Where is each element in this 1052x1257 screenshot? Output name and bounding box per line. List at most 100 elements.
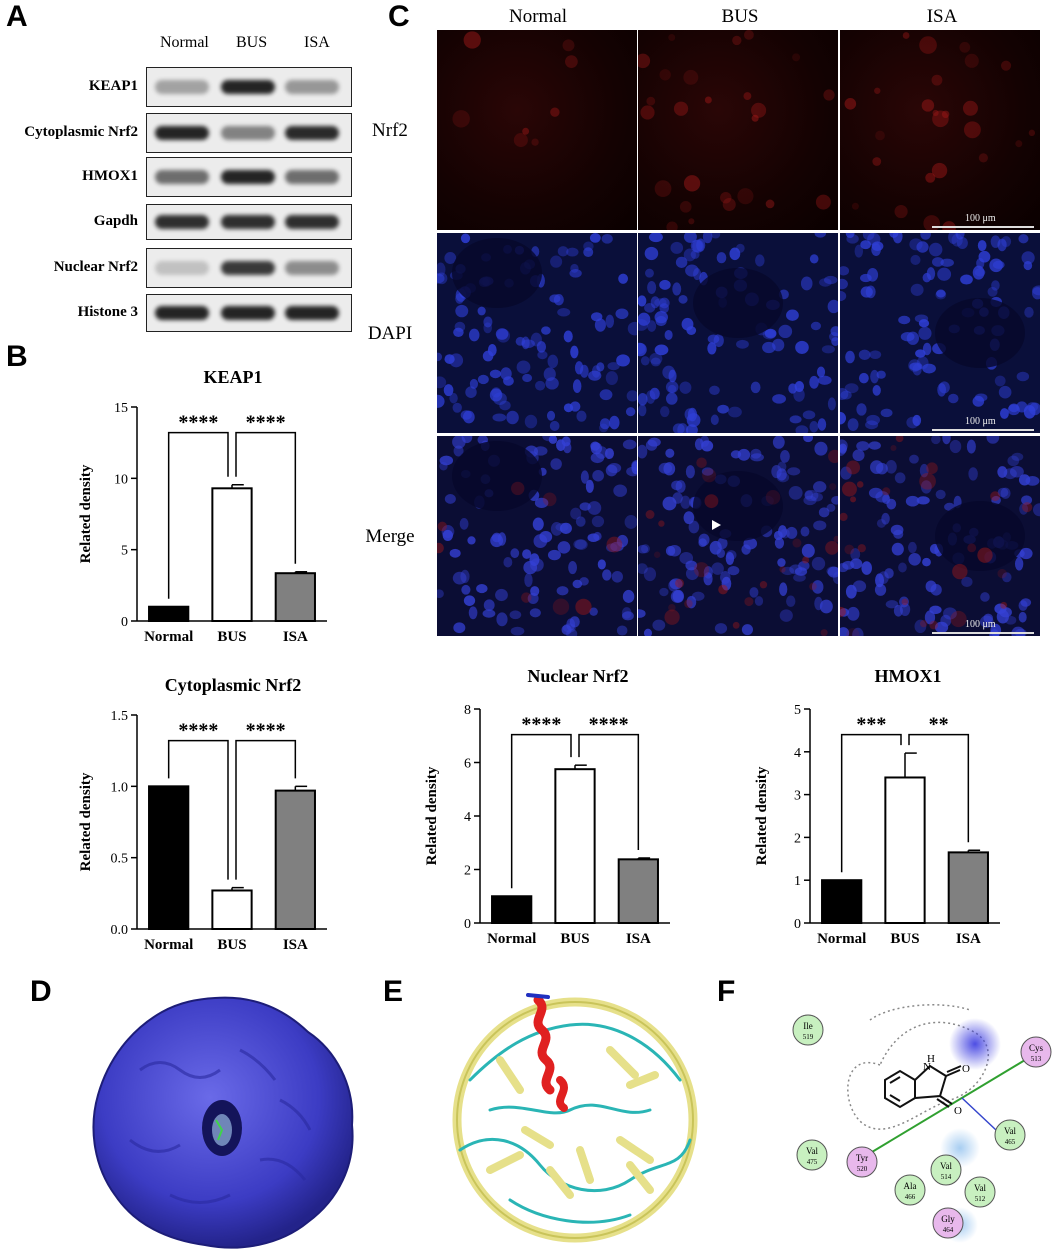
wb-band xyxy=(221,261,275,275)
residue-name: Val xyxy=(1004,1126,1016,1136)
wb-band xyxy=(155,306,209,320)
residue-node: Val 514 xyxy=(930,1154,962,1186)
wb-column-bus: BUS xyxy=(236,34,268,51)
micrograph-tile xyxy=(638,233,838,433)
y-tick-label: 4 xyxy=(464,810,471,825)
scale-label: 100 μm xyxy=(965,416,996,427)
micrograph-tile xyxy=(437,233,637,433)
bar xyxy=(274,789,316,931)
y-tick-label: 8 xyxy=(464,703,471,718)
residue-name: Val xyxy=(974,1183,986,1193)
chart-title: HMOX1 xyxy=(875,666,942,686)
residue-node: Val 475 xyxy=(796,1139,828,1171)
residue-number: 466 xyxy=(905,1193,916,1201)
y-tick-label: 2 xyxy=(794,831,801,846)
bar xyxy=(148,785,190,931)
residue-name: Ala xyxy=(904,1181,917,1191)
y-tick-label: 5 xyxy=(121,544,128,559)
residue-node: Val 512 xyxy=(964,1176,996,1208)
significance-label: *** xyxy=(856,714,886,736)
micro-column-bus: BUS xyxy=(721,6,759,27)
significance-bracket xyxy=(510,733,572,889)
y-axis-label: Related density xyxy=(424,766,440,865)
scale-bar xyxy=(932,226,1034,228)
wb-band xyxy=(285,306,339,320)
y-tick-label: 1 xyxy=(794,874,801,889)
micrograph-tile xyxy=(638,30,838,230)
micrograph-tile: 100 μm xyxy=(840,233,1040,433)
bar xyxy=(211,889,253,930)
interaction-diagram: H N O O Ile 519 Cys 513 Val 465 Val 475 Tyr 520 Va… xyxy=(792,1004,1052,1243)
residue-nodes: Ile 519 Cys 513 Val 465 Val 475 Tyr 520 Val 514 Ala 4… xyxy=(792,1014,1052,1239)
x-tick-label: Normal xyxy=(144,629,193,645)
ligand-atom-o2: O xyxy=(954,1105,962,1117)
wb-band xyxy=(285,261,339,275)
residue-node: Ile 519 xyxy=(792,1014,824,1046)
y-tick-label: 0 xyxy=(464,917,471,932)
significance-bracket xyxy=(908,733,970,843)
wb-band xyxy=(155,170,209,184)
chart-nuclear-nrf2: Nuclear Nrf2 Related density 0 2 4 6 8 Normal BU… xyxy=(424,666,670,947)
panel-label-e: E xyxy=(383,975,404,1008)
wb-band xyxy=(155,215,209,229)
x-tick-label: ISA xyxy=(283,937,308,953)
y-tick-label: 0.5 xyxy=(111,852,129,867)
significance-bracket xyxy=(167,739,229,880)
residue-name: Tyr xyxy=(856,1153,868,1163)
residue-name: Ile xyxy=(803,1021,813,1031)
residue-name: Val xyxy=(806,1146,818,1156)
bar xyxy=(947,851,989,925)
significance-label: **** xyxy=(246,412,286,434)
micro-row-nrf2: Nrf2 xyxy=(372,120,408,141)
protein-ribbon-image xyxy=(452,993,698,1243)
y-tick-label: 10 xyxy=(114,472,128,487)
wb-blot-strip xyxy=(146,113,352,153)
residue-number: 513 xyxy=(1031,1055,1042,1063)
y-tick-label: 6 xyxy=(464,757,471,772)
y-tick-label: 0.0 xyxy=(111,923,129,938)
residue-name: Gly xyxy=(941,1214,955,1224)
y-axis-label: Related density xyxy=(78,772,94,871)
residue-node: Cys 513 xyxy=(1020,1036,1052,1068)
residue-number: 464 xyxy=(943,1226,954,1234)
residue-number: 475 xyxy=(807,1158,818,1166)
residue-name: Val xyxy=(940,1161,952,1171)
micro-column-isa: ISA xyxy=(926,6,958,27)
significance-bracket xyxy=(235,739,297,880)
residue-node: Ala 466 xyxy=(894,1174,926,1206)
wb-row-label: HMOX1 xyxy=(82,168,138,184)
protein-surface-image xyxy=(92,996,354,1249)
bar xyxy=(884,776,926,925)
bar xyxy=(821,879,863,924)
bar xyxy=(148,605,190,623)
micro-column-normal: Normal xyxy=(508,6,568,27)
wb-column-normal: Normal xyxy=(160,34,209,51)
chart-title: Nuclear Nrf2 xyxy=(527,666,628,686)
significance-label: **** xyxy=(178,720,218,742)
wb-band xyxy=(221,306,275,320)
wb-row-label: Cytoplasmic Nrf2 xyxy=(24,124,138,140)
significance-bracket xyxy=(840,733,902,873)
residue-number: 514 xyxy=(941,1173,952,1181)
panel-label-c: C xyxy=(388,0,410,33)
wb-blot-strip xyxy=(146,157,352,197)
x-tick-label: Normal xyxy=(144,937,193,953)
x-tick-label: BUS xyxy=(217,629,246,645)
wb-band xyxy=(221,126,275,140)
residue-number: 512 xyxy=(975,1195,986,1203)
ligand-atom-n: N xyxy=(923,1061,931,1073)
residue-number: 465 xyxy=(1005,1138,1016,1146)
wb-band xyxy=(285,126,339,140)
y-axis-label: Related density xyxy=(78,464,94,563)
x-tick-label: Normal xyxy=(817,931,866,947)
micrograph-tile: 100 μm xyxy=(840,30,1040,230)
wb-band xyxy=(155,261,209,275)
scale-label: 100 μm xyxy=(965,213,996,224)
x-tick-label: BUS xyxy=(890,931,919,947)
y-axis-label: Related density xyxy=(754,766,770,865)
scale-bar xyxy=(932,632,1034,634)
wb-band xyxy=(155,80,209,94)
significance-bracket xyxy=(167,431,229,599)
bar xyxy=(491,895,533,924)
micrograph-tile xyxy=(437,436,637,636)
